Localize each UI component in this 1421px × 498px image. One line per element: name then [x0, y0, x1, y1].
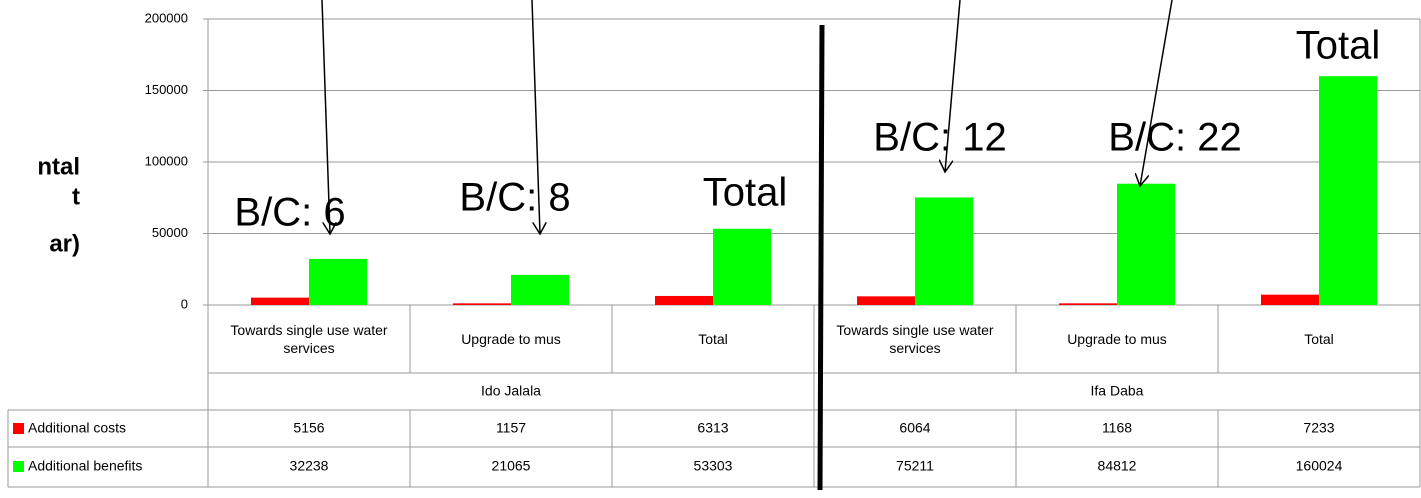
- group-label: Ido Jalala: [481, 383, 541, 399]
- table-value: 21065: [492, 458, 531, 474]
- table-value: 5156: [293, 420, 324, 436]
- bar: [1319, 76, 1377, 305]
- table-borders: [7, 19, 1421, 488]
- table-value: 32238: [290, 458, 329, 474]
- arrow: [321, 0, 330, 234]
- legend-label: Additional costs: [28, 420, 126, 436]
- y-tick-label: 200000: [145, 10, 188, 25]
- table-value: 75211: [896, 458, 934, 474]
- table-value: 1157: [496, 420, 526, 436]
- side-label: ar): [49, 230, 80, 257]
- table-value: 84812: [1098, 458, 1137, 474]
- table-value: 160024: [1296, 458, 1343, 474]
- bar: [857, 296, 915, 305]
- table-value: 6064: [899, 420, 930, 436]
- bar: [915, 197, 973, 305]
- y-tick-label: 0: [181, 296, 188, 311]
- arrow: [945, 0, 961, 172]
- y-tick-label: 100000: [145, 153, 188, 168]
- arrow: [1140, 0, 1173, 186]
- y-tick-label: 150000: [145, 82, 188, 97]
- annotation: Total: [1296, 24, 1381, 68]
- bar: [1059, 303, 1117, 305]
- bar: [1261, 294, 1319, 305]
- legend-label: Additional benefits: [28, 458, 142, 474]
- legend-swatch: [13, 423, 24, 434]
- x-tick-label: Towards single use water services: [230, 322, 388, 356]
- bar: [453, 303, 511, 305]
- group-label: Ifa Daba: [1091, 383, 1144, 399]
- annotation: Total: [703, 171, 788, 215]
- x-tick-label: Upgrade to mus: [1067, 331, 1167, 347]
- bar: [251, 297, 309, 305]
- bar: [655, 295, 713, 305]
- annotation: B/C: 22: [1108, 116, 1241, 160]
- annotation: B/C: 8: [459, 176, 570, 220]
- bar: [713, 228, 771, 305]
- side-label: t: [72, 183, 80, 210]
- x-tick-label: Upgrade to mus: [461, 331, 561, 347]
- divider: [817, 24, 825, 491]
- side-label: ntal: [37, 153, 80, 180]
- bar: [1117, 183, 1175, 305]
- x-tick-label: Total: [1304, 331, 1334, 347]
- x-tick-label: Total: [698, 331, 728, 347]
- y-tick-label: 50000: [152, 225, 188, 240]
- table-value: 7233: [1303, 420, 1334, 436]
- bar: [309, 258, 367, 305]
- table-value: 53303: [694, 458, 733, 474]
- arrow: [531, 0, 540, 234]
- bar: [511, 274, 569, 305]
- x-tick-label: Towards single use water services: [836, 322, 994, 356]
- table-value: 6313: [697, 420, 728, 436]
- legend-swatch: [13, 461, 24, 472]
- annotation: B/C: 12: [873, 116, 1006, 160]
- table-value: 1168: [1102, 420, 1132, 436]
